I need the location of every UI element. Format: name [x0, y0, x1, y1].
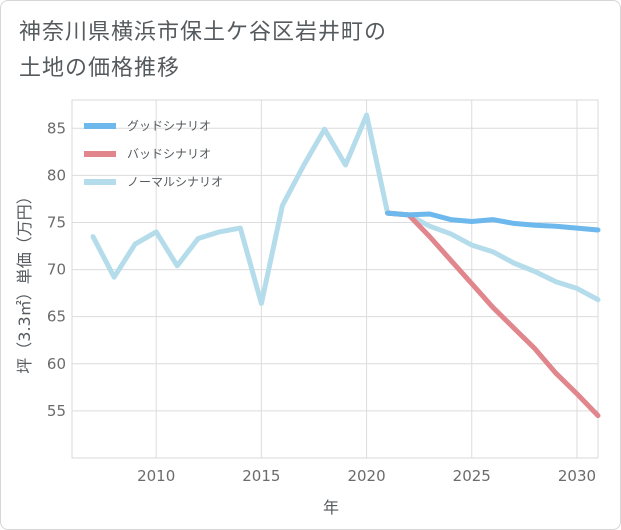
y-tick-label: 70	[47, 261, 66, 279]
y-tick-label: 85	[47, 119, 66, 137]
plot-frame	[71, 99, 599, 459]
series-line-2	[90, 112, 601, 306]
chart-title: 神奈川県横浜市保土ケ谷区岩井町の 土地の価格推移	[19, 15, 579, 87]
x-tick-label: 2020	[347, 467, 385, 485]
chart-title-line-1: 神奈川県横浜市保土ケ谷区岩井町の	[19, 20, 388, 45]
x-tick-label: 2025	[453, 467, 491, 485]
legend-label-2: ノーマルシナリオ	[127, 175, 223, 189]
y-tick-label: 80	[47, 166, 66, 184]
x-tick-label: 2015	[242, 467, 280, 485]
y-tick-label: 75	[47, 213, 66, 231]
y-tick-label: 60	[47, 355, 66, 373]
x-tick-label: 2030	[558, 467, 596, 485]
legend-label-1: バッドシナリオ	[127, 147, 211, 161]
chart-title-line-2: 土地の価格推移	[19, 56, 181, 81]
x-tick-label: 2010	[137, 467, 175, 485]
legend-label-0: グッドシナリオ	[127, 119, 211, 133]
series-line-0	[385, 210, 601, 233]
y-axis-title: 坪（3.3㎡）単価（万円）	[15, 188, 34, 373]
series-line-1	[385, 210, 601, 419]
y-tick-label: 65	[47, 308, 66, 326]
x-axis-title: 年	[323, 498, 339, 517]
y-tick-label: 55	[47, 402, 66, 420]
